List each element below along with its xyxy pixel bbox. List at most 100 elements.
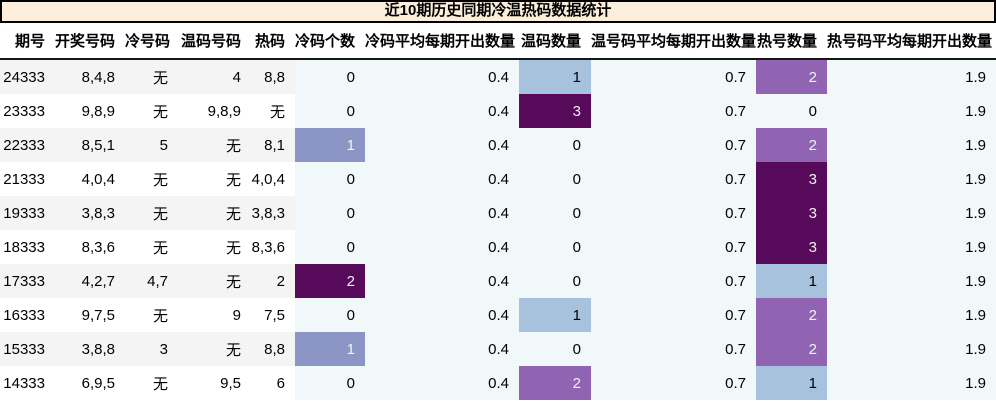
- column-header: 温码数量: [519, 23, 591, 60]
- table-cell: 0: [295, 366, 365, 400]
- table-cell: 0.4: [365, 230, 519, 264]
- table-cell: 0: [295, 162, 365, 196]
- table-cell: 9,5: [178, 366, 251, 400]
- table-cell: 3: [519, 94, 591, 128]
- table-cell: 9,7,5: [55, 298, 125, 332]
- table-row: 15333 3,8,8 3 无 8,8 1 0.4 0 0.7 2 1.9: [0, 332, 996, 366]
- table-cell: 1: [519, 59, 591, 94]
- table-cell: 0.4: [365, 298, 519, 332]
- table-cell: 2: [756, 332, 827, 366]
- table-cell: 0.7: [591, 128, 756, 162]
- table-cell: 0.4: [365, 94, 519, 128]
- table-cell: 0: [756, 94, 827, 128]
- column-header: 冷码个数: [295, 23, 365, 60]
- table-cell: 8,3,6: [55, 230, 125, 264]
- table-header: 期号 开奖号码 冷号码 温码号码 热码 冷码个数 冷码平均每期开出数量 温码数量 温号码平均每期…: [0, 23, 996, 60]
- table-cell: 4,0,4: [55, 162, 125, 196]
- table-body: 24333 8,4,8 无 4 8,8 0 0.4 1 0.7 2 1.9 23333 9,8,9 无 9,…: [0, 59, 996, 400]
- column-header: 热号数量: [756, 23, 827, 60]
- table-cell: 4,0,4: [251, 162, 295, 196]
- table-cell: 无: [251, 94, 295, 128]
- table-cell: 0: [519, 230, 591, 264]
- table-cell: 无: [178, 264, 251, 298]
- table-cell: 0.7: [591, 298, 756, 332]
- table-cell: 0: [295, 230, 365, 264]
- table-row: 23333 9,8,9 无 9,8,9 无 0 0.4 3 0.7 0 1.9: [0, 94, 996, 128]
- table-cell: 0.4: [365, 366, 519, 400]
- table-cell: 5: [125, 128, 178, 162]
- table-cell: 无: [125, 196, 178, 230]
- table-cell: 1: [295, 128, 365, 162]
- table-cell: 1: [519, 298, 591, 332]
- column-header: 热号码平均每期开出数量: [827, 23, 996, 60]
- table-cell: 0.7: [591, 162, 756, 196]
- table-cell: 1: [295, 332, 365, 366]
- table-cell: 3: [756, 230, 827, 264]
- table-cell: 1.9: [827, 264, 996, 298]
- table-cell: 7,5: [251, 298, 295, 332]
- table-cell: 3,8,8: [55, 332, 125, 366]
- table-row: 14333 6,9,5 无 9,5 6 0 0.4 2 0.7 1 1.9: [0, 366, 996, 400]
- table-cell: 0.7: [591, 196, 756, 230]
- table-cell: 无: [125, 94, 178, 128]
- table-cell: 无: [125, 230, 178, 264]
- table-cell: 0.7: [591, 264, 756, 298]
- period-cell: 17333: [0, 264, 55, 298]
- table-cell: 2: [251, 264, 295, 298]
- table-cell: 0: [519, 162, 591, 196]
- table-cell: 0: [295, 196, 365, 230]
- period-cell: 23333: [0, 94, 55, 128]
- table-cell: 1.9: [827, 128, 996, 162]
- table-cell: 0.4: [365, 162, 519, 196]
- table-cell: 1.9: [827, 59, 996, 94]
- table-cell: 0: [295, 94, 365, 128]
- period-cell: 19333: [0, 196, 55, 230]
- table-cell: 2: [756, 298, 827, 332]
- period-cell: 21333: [0, 162, 55, 196]
- table-row: 18333 8,3,6 无无 8,3,6 0 0.4 0 0.7 3 1.9: [0, 230, 996, 264]
- table-cell: 4: [178, 59, 251, 94]
- table-cell: 2: [295, 264, 365, 298]
- table-cell: 无: [125, 162, 178, 196]
- table-cell: 0: [519, 196, 591, 230]
- table-cell: 3,8,3: [55, 196, 125, 230]
- table-cell: 1.9: [827, 230, 996, 264]
- stats-table: 期号 开奖号码 冷号码 温码号码 热码 冷码个数 冷码平均每期开出数量 温码数量 温号码平均每期…: [0, 23, 996, 400]
- table-cell: 2: [756, 59, 827, 94]
- table-row: 22333 8,5,1 5 无 8,1 1 0.4 0 0.7 2 1.9: [0, 128, 996, 162]
- table-cell: 无: [178, 162, 251, 196]
- table-cell: 1: [756, 264, 827, 298]
- table-cell: 8,4,8: [55, 59, 125, 94]
- table-row: 19333 3,8,3 无无 3,8,3 0 0.4 0 0.7 3 1.9: [0, 196, 996, 230]
- table-cell: 2: [756, 128, 827, 162]
- table-cell: 8,3,6: [251, 230, 295, 264]
- period-cell: 15333: [0, 332, 55, 366]
- table-cell: 0.7: [591, 94, 756, 128]
- table-title: 近10期历史同期冷温热码数据统计: [0, 0, 996, 23]
- table-cell: 0.4: [365, 128, 519, 162]
- table-cell: 0.4: [365, 59, 519, 94]
- table-cell: 0.7: [591, 59, 756, 94]
- table-cell: 8,8: [251, 332, 295, 366]
- table-cell: 8,1: [251, 128, 295, 162]
- table-cell: 0.7: [591, 332, 756, 366]
- table-row: 24333 8,4,8 无 4 8,8 0 0.4 1 0.7 2 1.9: [0, 59, 996, 94]
- column-header: 热码: [251, 23, 295, 60]
- table-cell: 0: [519, 264, 591, 298]
- table-cell: 0.7: [591, 366, 756, 400]
- table-cell: 无: [125, 366, 178, 400]
- table-cell: 6: [251, 366, 295, 400]
- column-header: 期号: [0, 23, 55, 60]
- table-row: 17333 4,2,7 4,7 无 2 2 0.4 0 0.7 1 1.9: [0, 264, 996, 298]
- table-cell: 9,8,9: [55, 94, 125, 128]
- table-cell: 3,8,3: [251, 196, 295, 230]
- table-cell: 0: [519, 332, 591, 366]
- table-cell: 无: [125, 298, 178, 332]
- table-cell: 1.9: [827, 298, 996, 332]
- table-cell: 9: [178, 298, 251, 332]
- table-cell: 4,2,7: [55, 264, 125, 298]
- table-cell: 无: [178, 128, 251, 162]
- table-cell: 0.4: [365, 332, 519, 366]
- table-cell: 1.9: [827, 162, 996, 196]
- column-header: 冷码平均每期开出数量: [365, 23, 519, 60]
